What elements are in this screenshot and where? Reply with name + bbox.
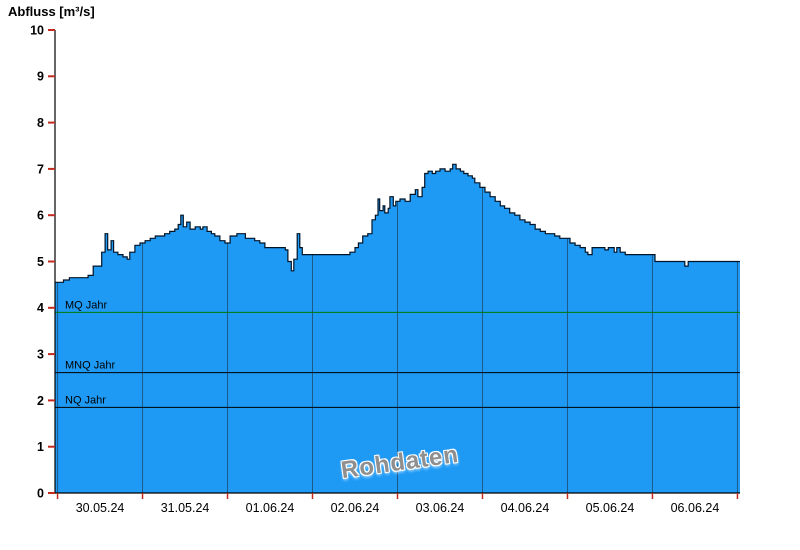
x-tick-label: 03.06.24 (416, 501, 465, 515)
y-tick-label: 4 (37, 301, 44, 315)
x-tick-label: 06.06.24 (671, 501, 720, 515)
x-tick-label: 31.05.24 (161, 501, 210, 515)
x-tick-label: 30.05.24 (76, 501, 125, 515)
y-tick-label: 1 (37, 440, 44, 454)
reference-line-label: MNQ Jahr (65, 360, 115, 372)
x-tick-label: 02.06.24 (331, 501, 380, 515)
y-tick-label: 6 (37, 209, 44, 223)
y-tick-label: 10 (30, 23, 44, 37)
y-tick-label: 5 (37, 255, 44, 269)
discharge-step-line (55, 163, 740, 283)
x-tick-label: 01.06.24 (246, 501, 295, 515)
y-tick-label: 3 (37, 347, 44, 361)
y-tick-label: 7 (37, 162, 44, 176)
y-tick-label: 9 (37, 70, 44, 84)
y-tick-label: 8 (37, 116, 44, 130)
x-tick-label: 05.06.24 (586, 501, 635, 515)
y-tick-label: 0 (37, 486, 44, 500)
chart-title: Abfluss [m³/s] (8, 4, 95, 19)
reference-line-label: NQ Jahr (65, 394, 106, 406)
reference-line-label: MQ Jahr (65, 299, 108, 311)
y-tick-label: 2 (37, 394, 44, 408)
x-tick-label: 04.06.24 (501, 501, 550, 515)
